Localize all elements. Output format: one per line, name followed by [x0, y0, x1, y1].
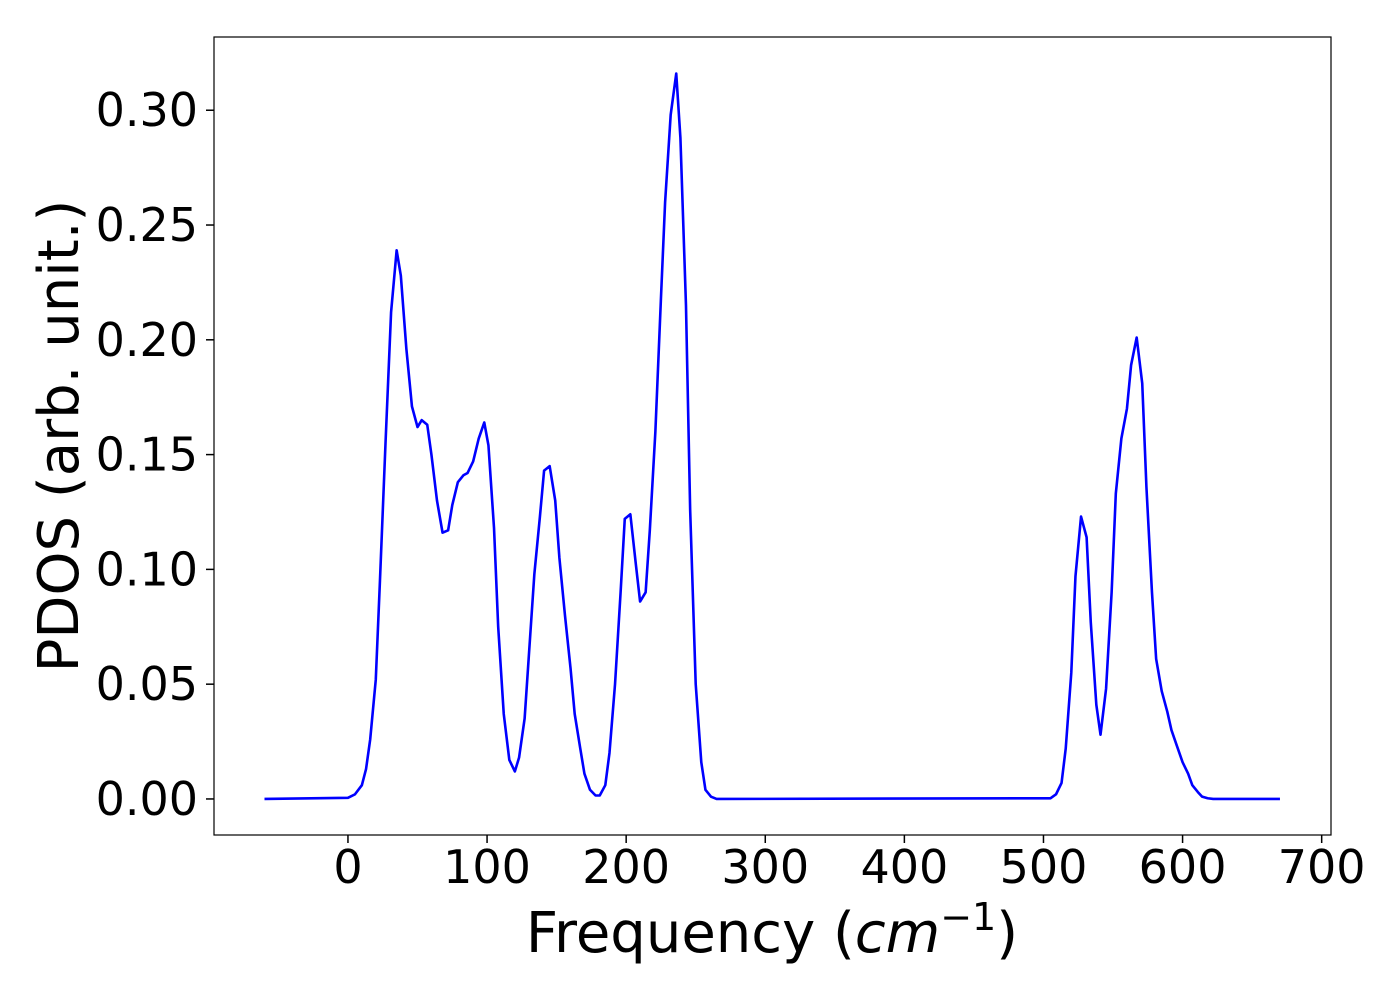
y-tick-label: 0.20 — [96, 313, 198, 367]
axes-frame — [213, 36, 1332, 836]
y-tick-label: 0.15 — [96, 428, 198, 482]
x-tick-label: 700 — [1278, 840, 1366, 894]
x-label-text: Frequency ( — [526, 901, 855, 966]
data-line — [264, 72, 1280, 801]
y-axis-label: PDOS (arb. unit.) — [27, 200, 92, 673]
x-tick-label: 300 — [721, 840, 809, 894]
x-label-sup: −1 — [940, 895, 996, 939]
x-axis-label: Frequency (cm−1) — [526, 895, 1018, 966]
x-tick-label: 100 — [443, 840, 531, 894]
y-tick-label: 0.10 — [96, 542, 198, 596]
x-tick-label: 400 — [860, 840, 948, 894]
y-tick-label: 0.05 — [96, 657, 198, 711]
x-tick-label: 500 — [1000, 840, 1088, 894]
y-tick-label: 0.00 — [96, 772, 198, 826]
y-tick-label: 0.25 — [96, 198, 198, 252]
x-tick-label: 0 — [333, 840, 362, 894]
x-label-math: cm — [855, 901, 940, 966]
x-tick-label: 200 — [582, 840, 670, 894]
x-label-close: ) — [996, 901, 1018, 966]
y-tick-label: 0.30 — [96, 83, 198, 137]
x-tick-label: 600 — [1139, 840, 1227, 894]
